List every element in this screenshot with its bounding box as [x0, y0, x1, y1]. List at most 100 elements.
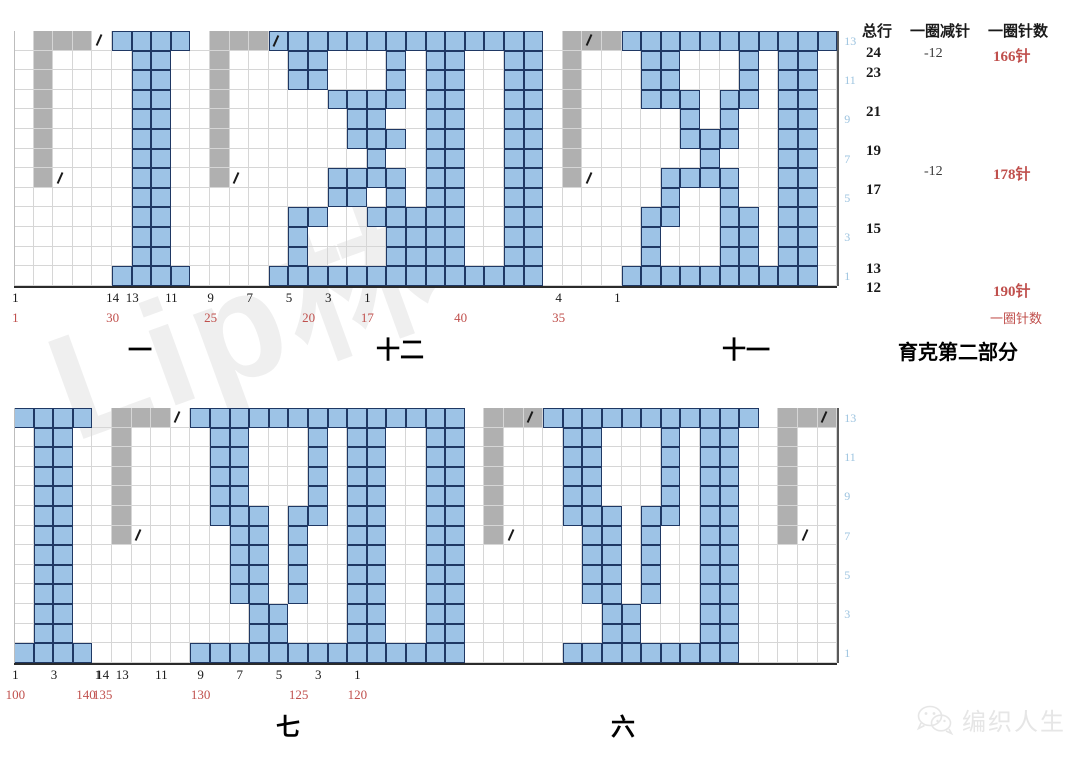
stitch-cell-empty — [347, 207, 367, 227]
stitch-cell-filled — [425, 466, 446, 487]
stitch-cell-filled — [229, 643, 250, 663]
stitch-cell-empty — [680, 506, 700, 526]
stitch-cell-filled — [151, 187, 171, 208]
decrease-marker-cell — [484, 408, 504, 428]
motif-title: 十二 — [376, 336, 424, 364]
stitch-cell-filled — [700, 168, 720, 188]
stitch-cell-filled — [660, 50, 681, 71]
stitch-cell-filled — [660, 643, 681, 663]
stitch-index-label: 17 — [360, 309, 374, 325]
stitch-cell-empty — [798, 466, 818, 487]
stitch-cell-empty — [170, 187, 191, 208]
stitch-cell-filled — [719, 109, 740, 129]
stitch-cell-filled — [641, 70, 661, 90]
stitch-cell-empty — [366, 246, 387, 267]
stitch-cell-empty — [190, 129, 210, 149]
stitch-cell-filled — [112, 266, 132, 286]
stitch-cell-empty — [758, 643, 779, 663]
stitch-cell-filled — [210, 643, 230, 663]
stitch-cell-empty — [190, 506, 210, 526]
stitch-cell-filled — [445, 148, 465, 169]
stitch-cell-filled — [582, 466, 602, 487]
stitch-cell-filled — [680, 408, 700, 428]
stitch-cell-filled — [562, 466, 583, 487]
stitch-cell-filled — [504, 207, 524, 227]
stitch-cell-empty — [170, 246, 191, 267]
stitch-cell-empty — [72, 168, 93, 188]
stitch-cell-empty — [543, 187, 563, 208]
stitch-cell-filled — [347, 168, 367, 188]
stitch-cell-empty — [798, 506, 818, 526]
stitch-cell-empty — [758, 129, 779, 149]
stitch-cell-filled — [131, 50, 152, 71]
stitch-cell-filled — [229, 564, 250, 585]
stitch-cell-filled — [249, 545, 269, 565]
stitch-cell-filled — [582, 564, 602, 585]
stitch-cell-filled — [406, 31, 426, 51]
stitch-cell-empty — [92, 227, 112, 247]
decrease-marker-cell — [112, 427, 132, 448]
stitch-cell-empty — [308, 227, 328, 247]
stitch-cell-empty — [288, 623, 308, 644]
stitch-cell-empty — [602, 227, 622, 247]
stitch-cell-filled — [386, 31, 406, 51]
column-number: 4 — [555, 289, 562, 305]
stitch-cell-filled — [582, 447, 602, 467]
stitch-cell-empty — [464, 187, 485, 208]
stitch-cell-empty — [229, 623, 250, 644]
stitch-cell-empty — [582, 148, 602, 169]
stitch-cell-filled — [425, 89, 446, 110]
stitch-cell-empty — [700, 187, 720, 208]
stitch-cell-empty — [504, 466, 524, 487]
stitch-cell-filled — [739, 70, 759, 90]
stitch-cell-filled — [798, 129, 818, 149]
stitch-cell-filled — [445, 623, 465, 644]
stitch-cell-filled — [131, 70, 152, 90]
stitch-cell-empty — [92, 129, 112, 149]
stitch-cell-empty — [660, 227, 681, 247]
grid-top — [14, 31, 840, 288]
stitch-cell-filled — [660, 89, 681, 110]
stitch-cell-empty — [758, 525, 779, 546]
stitch-cell-empty — [641, 623, 661, 644]
stitch-cell-filled — [53, 427, 73, 448]
column-number: 9 — [207, 289, 214, 305]
stitch-cell-filled — [386, 207, 406, 227]
row-number: 7 — [844, 151, 851, 166]
stitch-cell-empty — [229, 207, 250, 227]
stitch-cell-filled — [621, 31, 642, 51]
stitch-cell-empty — [347, 148, 367, 169]
stitch-cell-filled — [425, 584, 446, 604]
stitch-cell-filled — [445, 187, 465, 208]
stitch-index-label: 25 — [204, 309, 218, 325]
stitch-cell-empty — [72, 623, 93, 644]
stitch-cell-empty — [582, 623, 602, 644]
stitch-cell-empty — [484, 584, 504, 604]
stitch-cell-empty — [210, 246, 230, 267]
stitch-cell-empty — [484, 109, 504, 129]
stitch-cell-filled — [719, 447, 740, 467]
stitch-cell-empty — [190, 564, 210, 585]
stitch-cell-empty — [504, 623, 524, 644]
stitch-cell-empty — [170, 604, 191, 624]
stitch-cell-empty — [464, 525, 485, 546]
stitch-cell-filled — [660, 427, 681, 448]
stitch-cell-filled — [347, 564, 367, 585]
stitch-cell-filled — [249, 408, 269, 428]
stitch-cell-empty — [464, 50, 485, 71]
stitch-cell-empty — [406, 187, 426, 208]
stitch-cell-filled — [151, 266, 171, 286]
stitch-cell-empty — [504, 604, 524, 624]
stitch-cell-filled — [386, 266, 406, 286]
stitch-cell-empty — [562, 207, 583, 227]
stitch-cell-empty — [268, 584, 289, 604]
decrease-marker-cell — [562, 50, 583, 71]
stitch-cell-filled — [798, 31, 818, 51]
stitch-cell-filled — [700, 466, 720, 487]
stitch-cell-empty — [72, 187, 93, 208]
stitch-cell-empty — [112, 89, 132, 110]
stitch-cell-empty — [366, 70, 387, 90]
stitch-cell-empty — [817, 109, 838, 129]
stitch-cell-empty — [210, 266, 230, 286]
